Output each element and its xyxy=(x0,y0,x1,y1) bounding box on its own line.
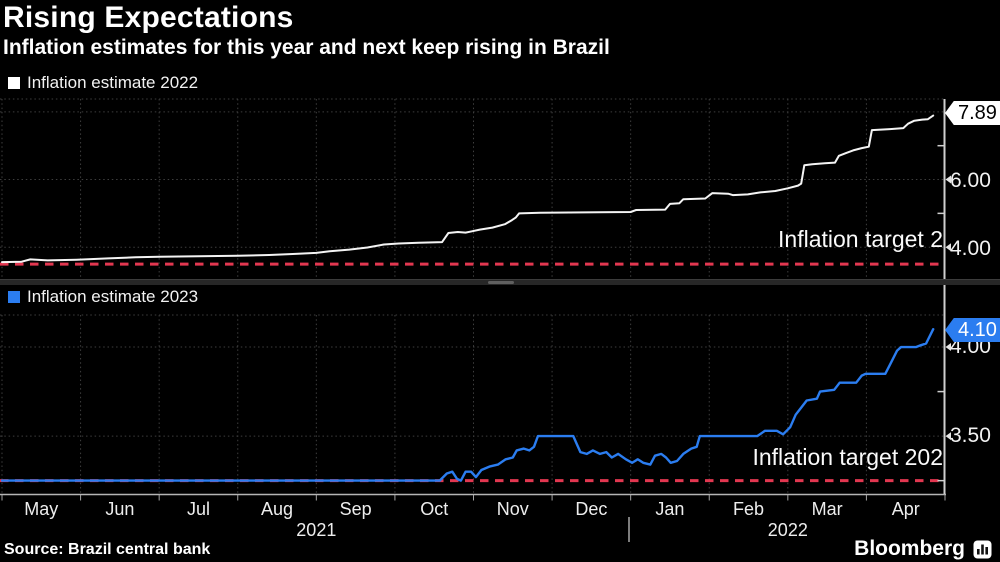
x-axis-month-label: Oct xyxy=(420,499,449,519)
legend-label: Inflation estimate 2023 xyxy=(27,287,199,306)
bloomberg-wordmark: Bloomberg xyxy=(854,537,965,560)
y-axis-tick-arrow xyxy=(945,175,951,184)
legend-label: Inflation estimate 2022 xyxy=(27,73,199,92)
last-value-badge-2022: 7.89 xyxy=(945,101,1000,125)
legend-swatch-blue-icon xyxy=(8,291,20,303)
x-axis-month-label: May xyxy=(24,499,59,519)
inflation-target-annotation-2022: Inflation target 2 xyxy=(778,226,943,252)
x-axis-year-label: 2021 xyxy=(296,520,337,540)
x-axis-month-label: Jan xyxy=(655,499,685,519)
year-separator-line xyxy=(628,517,630,542)
y-axis-tick-arrow xyxy=(945,432,951,441)
y-axis-label-top-6: 6.00 xyxy=(950,169,991,192)
last-value-badge-2023: 4.10 xyxy=(945,318,1000,342)
bloomberg-logo: Bloomberg xyxy=(854,537,992,561)
bloomberg-bar-chart-icon xyxy=(973,540,992,558)
page-title: Rising Expectations xyxy=(3,1,294,34)
x-axis-month-label: Aug xyxy=(261,499,294,519)
x-axis-month-label: Apr xyxy=(891,499,920,519)
inflation-target-annotation-2023: Inflation target 202 xyxy=(752,444,943,470)
x-axis-month-label: Nov xyxy=(496,499,529,519)
panel-divider-drag-handle[interactable] xyxy=(488,281,514,284)
legend-inflation-estimate-2023: Inflation estimate 2023 xyxy=(8,287,198,307)
y-axis-tick-arrow xyxy=(945,243,951,252)
x-axis-month-label: Feb xyxy=(733,499,765,519)
y-axis-label-top-4: 4.00 xyxy=(950,237,991,260)
y-axis-tick-arrow xyxy=(945,343,951,352)
legend-inflation-estimate-2022: Inflation estimate 2022 xyxy=(8,73,198,93)
y-axis-label-bottom-35: 3.50 xyxy=(950,424,991,447)
x-axis-month-label: Jun xyxy=(105,499,135,519)
series-line-2023 xyxy=(0,328,935,482)
x-axis-year-label: 2022 xyxy=(767,520,808,540)
source-credit: Source: Brazil central bank xyxy=(4,541,211,558)
x-axis-month-label: Jul xyxy=(186,499,210,519)
series-line-2022 xyxy=(1,114,935,264)
x-axis-month-label: Mar xyxy=(811,499,843,519)
x-axis-month-label: Sep xyxy=(339,499,372,519)
x-axis-month-label: Dec xyxy=(575,499,608,519)
legend-swatch-white-icon xyxy=(8,77,20,89)
page-subtitle: Inflation estimates for this year and ne… xyxy=(3,36,610,59)
